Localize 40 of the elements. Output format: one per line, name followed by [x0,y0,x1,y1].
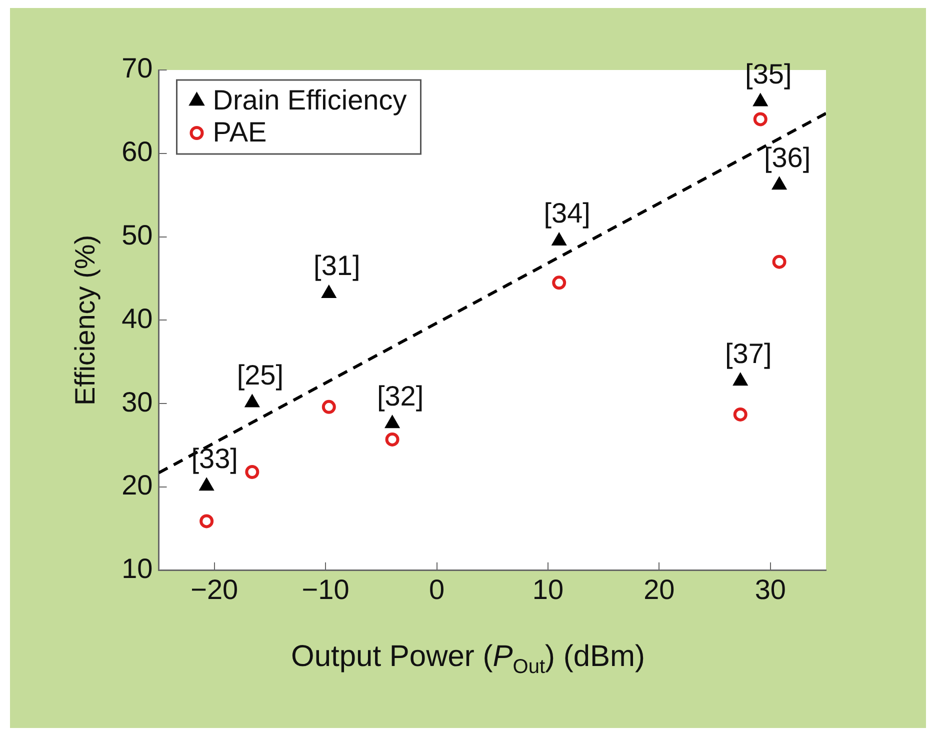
x-tick-label: 20 [644,574,675,605]
y-tick-label: 50 [122,220,153,251]
annotation: [32] [376,380,424,412]
y-tick-label: 30 [122,386,153,418]
x-tick-label: 0 [428,574,445,605]
y-tick-label: 40 [122,302,153,334]
y-tick-label: 60 [122,136,153,168]
point [385,432,400,446]
y-tick-label: 70 [122,52,153,84]
legend-label: Drain Efficiency [212,84,407,116]
x-tick-label: 10 [532,574,564,605]
y-tick-label: 20 [122,470,153,501]
point [732,372,748,386]
point [552,232,567,246]
point [384,415,400,428]
legend-label: PAE [212,116,267,148]
point [200,514,214,528]
x-tick-label: −10 [302,574,350,605]
x-tick-label: 30 [754,574,786,605]
point [321,285,336,298]
point [322,400,336,414]
annotation: [31] [314,250,360,282]
point [552,276,566,290]
annotation: [37] [725,338,772,369]
annotation: [33] [191,442,238,474]
annotation: [34] [544,198,590,229]
annotation: [35] [745,58,792,90]
y-tick-label: 10 [122,553,153,584]
point [772,254,786,269]
point [245,464,260,479]
point [199,478,214,491]
point [244,394,260,408]
x-axis-title: Output Power (P$_{Out}$) (dBm) [290,640,646,679]
x-tick-label: −20 [190,574,238,605]
point [733,407,748,422]
point [772,176,787,190]
annotation: [36] [764,142,811,173]
point [752,93,768,106]
y-axis-title: Efficiency (%) [70,234,101,406]
annotation: [25] [236,359,284,390]
